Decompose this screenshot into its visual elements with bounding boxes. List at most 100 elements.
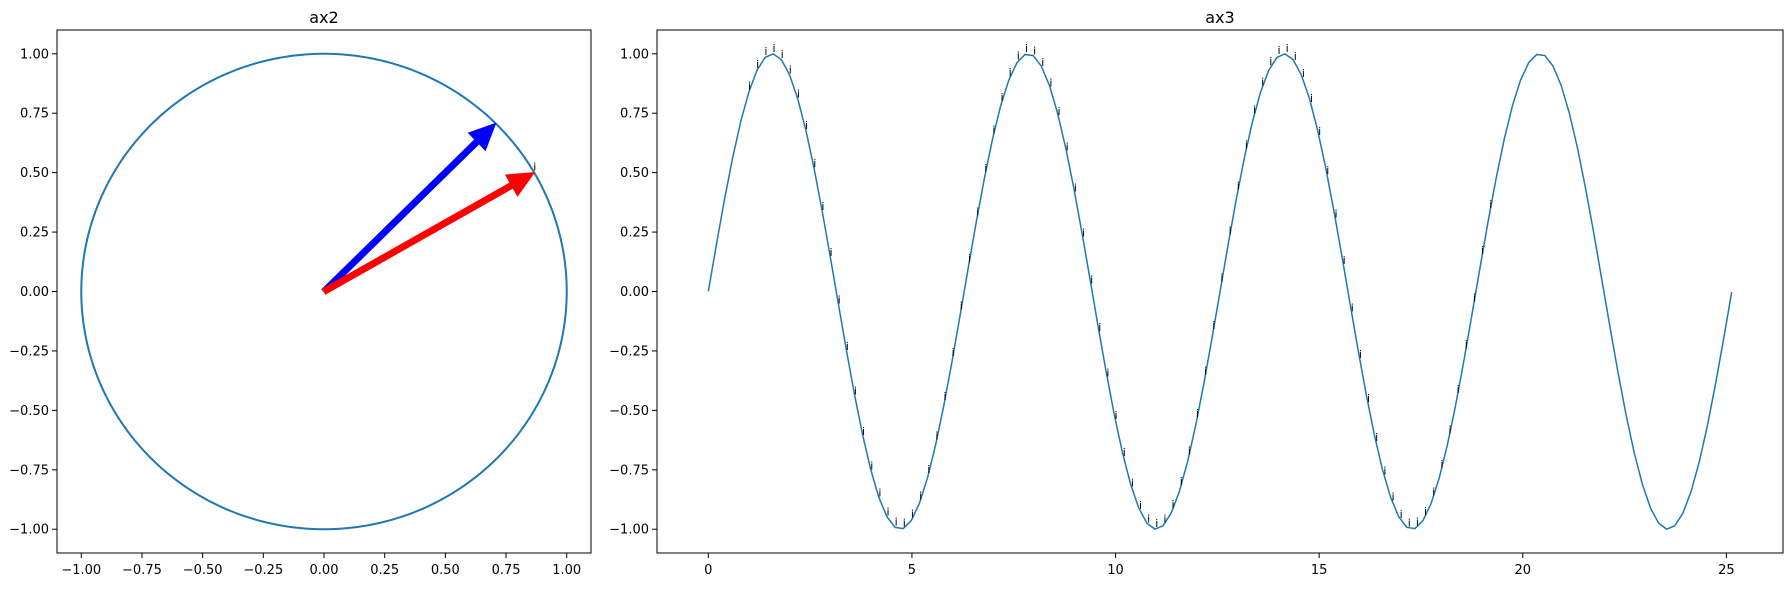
ax3-annotation: i: [984, 162, 987, 175]
ax3-annotation: i: [1066, 140, 1069, 153]
ax2-y-tick-label: −1.00: [9, 523, 49, 538]
ax3-y-tick-label: −0.50: [609, 404, 649, 419]
ax3-x-tick-label: 0: [704, 563, 712, 578]
ax3-annotation: i: [1115, 409, 1118, 422]
ax3-annotation: i: [1041, 56, 1044, 69]
ax3-annotation: i: [1375, 431, 1378, 444]
ax2-y-ticks: −1.00 −0.75 −0.50 −0.25 0.00 0.25 0.50 0.75 1.00: [9, 47, 57, 538]
ax3-annotation: i: [838, 293, 841, 306]
ax3-annotation: i: [1188, 444, 1191, 457]
ax3-y-tick-label: 0.75: [620, 107, 649, 122]
ax2-y-tick-label: 0.25: [20, 226, 49, 241]
ax2-annotation: i: [533, 161, 536, 174]
ax3-annotation: i: [919, 490, 922, 503]
ax3-annotation: i: [829, 246, 832, 259]
ax3-annotation: i: [1440, 458, 1443, 471]
ax3-annotation: i: [895, 516, 898, 529]
ax2-arrow-blue: [321, 122, 497, 295]
ax2-plot-area: i: [80, 52, 568, 531]
ax2-x-tick-label: −0.50: [183, 563, 223, 578]
ax3-annotation: i: [764, 45, 767, 58]
ax3-annotation: i: [1139, 499, 1142, 512]
ax2-x-ticks: −1.00 −0.75 −0.50 −0.25 0.00 0.25 0.50 0.75 1.00: [61, 553, 581, 578]
ax3-annotation: i: [935, 430, 938, 443]
ax2-x-tick-label: 0.50: [431, 563, 460, 578]
ax3-annotation: i: [1465, 338, 1468, 351]
ax3-annotation: i: [903, 516, 906, 529]
ax3-annotation: i: [944, 390, 947, 403]
ax3-annotation: i: [911, 507, 914, 520]
ax3-annotation: i: [1391, 490, 1394, 503]
ax3-annotation: i: [952, 346, 955, 359]
ax3-annotation: i: [1163, 512, 1166, 525]
ax3-x-tick-label: 10: [1107, 563, 1124, 578]
ax3-annotation: i: [862, 425, 865, 438]
ax3-annotation: i: [1025, 42, 1028, 55]
ax2-arrow-red: [321, 172, 536, 295]
ax3-annotation: i: [789, 63, 792, 76]
ax3-y-tick-label: 1.00: [620, 47, 649, 62]
ax3-x-tick-label: 15: [1311, 563, 1328, 578]
ax3-annotation: i: [1400, 508, 1403, 521]
ax3-annotation: i: [1448, 423, 1451, 436]
ax3-annotation: i: [1131, 476, 1134, 489]
ax3-y-tick-label: 0.00: [620, 285, 649, 300]
ax3-annotation: i: [1351, 301, 1354, 314]
ax2-circle-line: [80, 52, 568, 531]
ax2-y-tick-label: 1.00: [20, 47, 49, 62]
ax3-annotation: i: [1001, 91, 1004, 104]
ax2-y-tick-label: 0.50: [20, 166, 49, 181]
ax3-annotation: i: [1106, 367, 1109, 380]
ax3-annotation: i: [992, 123, 995, 136]
chart-ax2: ax2 −1.00 −0.75 −0.50 −0.25 0.00 0.25 0.50 0.75…: [9, 8, 592, 578]
ax3-annotation: i: [1204, 365, 1207, 378]
ax3-x-tick-label: 25: [1718, 563, 1735, 578]
ax3-y-tick-label: 0.25: [620, 226, 649, 241]
ax3-annotation: i: [781, 48, 784, 61]
ax2-x-tick-label: 0.75: [492, 563, 521, 578]
ax3-annotation: i: [1432, 486, 1435, 499]
ax3-annotation: i: [1457, 383, 1460, 396]
ax3-sine-line: [707, 52, 1733, 531]
ax3-annotation: i: [1220, 272, 1223, 285]
ax3-annotation: i: [1245, 139, 1248, 152]
ax3-annotation: i: [1074, 182, 1077, 195]
ax3-annotation: i: [1229, 224, 1232, 237]
ax2-x-tick-label: 0.25: [370, 563, 399, 578]
ax3-annotation: i: [878, 487, 881, 500]
ax3-x-tick-label: 20: [1515, 563, 1532, 578]
ax3-annotation: i: [1033, 44, 1036, 57]
ax2-y-tick-label: 0.00: [20, 285, 49, 300]
ax2-y-tick-label: 0.75: [20, 107, 49, 122]
chart-ax3: ax3 0 5 10 15 20 25 −1.00 −0.75 −0.50 −0.25 0.00 0…: [609, 8, 1784, 578]
ax2-y-tick-label: −0.75: [9, 463, 49, 478]
ax3-annotation: i: [1489, 198, 1492, 211]
ax2-title: ax2: [309, 8, 338, 27]
ax3-annotation: i: [1155, 517, 1158, 530]
ax2-x-tick-label: −0.75: [122, 563, 162, 578]
ax3-annotation: i: [1310, 92, 1313, 105]
ax3-title: ax3: [1205, 8, 1234, 27]
ax3-annotation: i: [1383, 465, 1386, 478]
ax3-annotation: i: [1334, 207, 1337, 220]
ax3-annotation: i: [1049, 76, 1052, 89]
ax3-annotation: i: [1253, 103, 1256, 116]
ax3-y-tick-label: −0.75: [609, 463, 649, 478]
ax3-annotation: i: [870, 459, 873, 472]
ax3-annotation: i: [854, 385, 857, 398]
ax3-annotation: i: [1343, 254, 1346, 267]
ax3-annotation: i: [1367, 392, 1370, 405]
ax3-annotation: i: [805, 119, 808, 132]
ax3-annotation: i: [1261, 75, 1264, 88]
ax2-y-tick-label: −0.50: [9, 404, 49, 419]
ax2-y-tick-label: −0.25: [9, 344, 49, 359]
ax3-annotation: i: [1009, 66, 1012, 79]
ax3-annotation: i: [748, 79, 751, 92]
ax3-annotation: i: [1172, 498, 1175, 511]
ax3-annotation: i: [1058, 105, 1061, 118]
ax2-x-tick-label: −1.00: [61, 563, 101, 578]
ax3-annotation: i: [1147, 513, 1150, 526]
ax3-annotation: i: [1180, 475, 1183, 488]
ax3-annotation: i: [1098, 321, 1101, 334]
